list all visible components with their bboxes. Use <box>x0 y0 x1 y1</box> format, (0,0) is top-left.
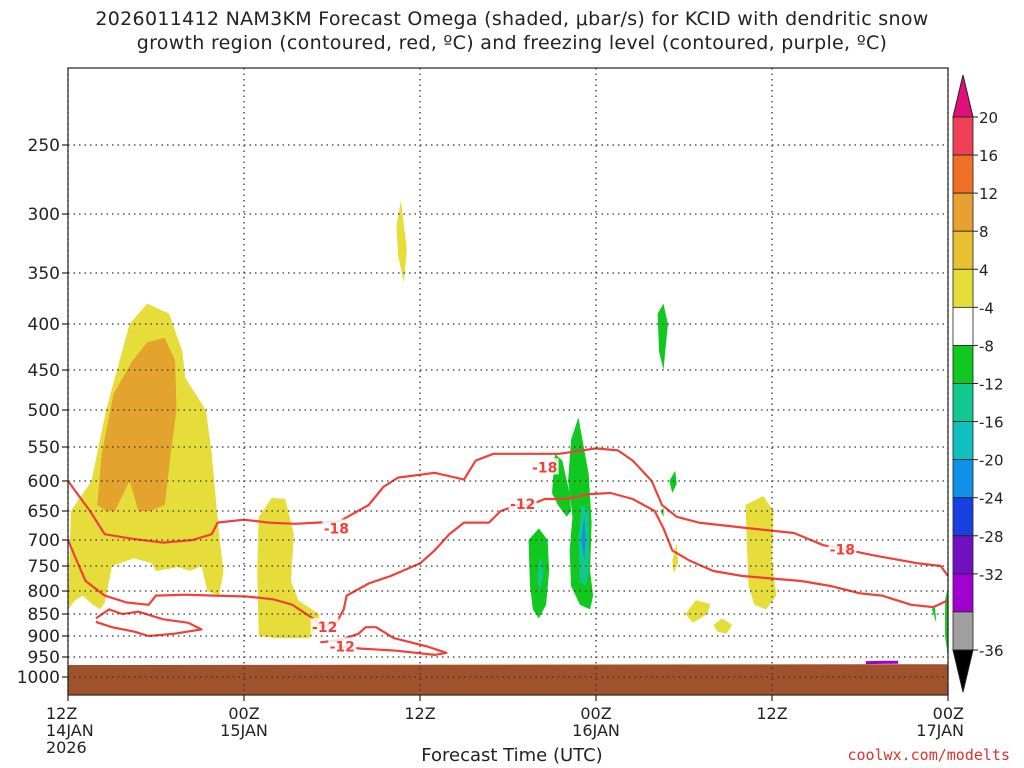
colorbar-label-7: -12 <box>979 376 1004 394</box>
contour-label-bg-3 <box>828 540 857 557</box>
contour-label-bg-0 <box>322 519 351 536</box>
dgz-contour-minus-18-upper <box>67 447 949 577</box>
x-tick-label-60-1: 00Z <box>933 704 964 723</box>
x-tick-label-12-1: 00Z <box>228 704 259 723</box>
x-axis-title: Forecast Time (UTC) <box>421 745 603 766</box>
y-tick-label-600: 600 <box>28 472 60 492</box>
colorbar-segment-1 <box>952 154 974 194</box>
omega-positive-plume-3 <box>745 496 777 610</box>
y-tick-label-750: 750 <box>28 557 60 577</box>
colorbar-segment-9 <box>952 459 974 499</box>
contour-label-3: -18 <box>830 542 855 558</box>
omega-negative-cell-6 <box>660 508 664 517</box>
dgz-contour-minus-12 <box>66 491 949 629</box>
terrain-below-ground <box>68 664 948 695</box>
contour-label-4: -12 <box>312 620 337 636</box>
y-tick-label-250: 250 <box>28 136 60 156</box>
omega-positive-blob-a <box>685 600 711 623</box>
y-tick-label-1000: 1000 <box>17 668 60 688</box>
colorbar-label-9: -20 <box>979 452 1004 470</box>
omega-negative-cell-5 <box>669 470 677 493</box>
x-tick-label-24-1: 12Z <box>404 704 435 723</box>
chart-title-line-2: growth region (contoured, red, ºC) and f… <box>136 32 888 54</box>
plot-frame <box>67 67 949 696</box>
y-tick-label-500: 500 <box>28 401 60 421</box>
colorbar-label-12: -32 <box>979 566 1004 584</box>
colorbar-label-13: -36 <box>979 642 1004 660</box>
colorbar-segment-10 <box>952 497 974 537</box>
colorbar-segment-3 <box>952 230 974 270</box>
y-tick-label-450: 450 <box>28 361 60 381</box>
y-tick-label-850: 850 <box>28 605 60 625</box>
colorbar-segment-12 <box>952 573 974 613</box>
contour-label-2: -12 <box>510 497 535 513</box>
y-tick-label-550: 550 <box>28 438 60 458</box>
colorbar-segment-0 <box>952 116 974 156</box>
y-tick-label-300: 300 <box>28 205 60 225</box>
x-tick-label-0-3: 2026 <box>46 738 87 757</box>
chart-title-line-1: 2026011412 NAM3KM Forecast Omega (shaded… <box>95 8 929 30</box>
x-tick-label-48-1: 12Z <box>756 704 787 723</box>
colorbar-label-11: -28 <box>979 528 1004 546</box>
omega-negative-cell-4 <box>657 303 668 370</box>
colorbar-label-3: 8 <box>979 223 989 241</box>
colorbar-bottom-arrow <box>952 649 974 693</box>
colorbar-label-10: -24 <box>979 490 1004 508</box>
colorbar-segment-11 <box>952 535 974 575</box>
y-tick-label-800: 800 <box>28 582 60 602</box>
contour-label-5: -12 <box>330 640 355 656</box>
omega-positive-plume-2 <box>257 497 321 639</box>
x-tick-label-0-1: 12Z <box>46 704 77 723</box>
x-tick-label-60-2: 17JAN <box>916 721 964 740</box>
y-tick-label-650: 650 <box>28 502 60 522</box>
contour-label-bg-4 <box>310 618 339 635</box>
colorbar-segment-7 <box>952 383 974 422</box>
y-tick-label-400: 400 <box>28 315 60 335</box>
contour-label-bg-5 <box>328 637 357 654</box>
y-tick-label-950: 950 <box>28 648 60 668</box>
y-tick-label-900: 900 <box>28 627 60 647</box>
colorbar-segment-6 <box>952 345 974 384</box>
colorbar-top-arrow <box>952 74 974 118</box>
colorbar-label-6: -8 <box>979 337 994 355</box>
omega-strong-positive-core-1 <box>97 337 177 511</box>
dgz-contour-closed-2 <box>320 626 448 656</box>
colorbar-label-0: 20 <box>979 109 998 127</box>
colorbar-segment-2 <box>952 192 974 232</box>
omega-positive-blob-c <box>672 542 679 574</box>
colorbar-label-1: 16 <box>979 147 998 165</box>
contour-label-bg-1 <box>530 458 559 475</box>
omega-negative-cell-8 <box>945 586 948 657</box>
contour-label-1: -18 <box>532 460 557 476</box>
colorbar-segment-8 <box>952 421 974 461</box>
contour-label-0: -18 <box>324 521 349 537</box>
dgz-contour-closed-1 <box>95 608 203 638</box>
colorbar-label-4: 4 <box>979 261 989 279</box>
colorbar-label-5: -4 <box>979 299 994 317</box>
omega-negative-core-3b <box>581 516 586 561</box>
omega-positive-sliver-upper <box>396 200 407 284</box>
colorbar-segment-4 <box>952 268 974 308</box>
x-tick-label-36-2: 16JAN <box>572 721 620 740</box>
contour-label-bg-2 <box>508 494 537 511</box>
colorbar-segment-5 <box>952 306 974 346</box>
colorbar-label-8: -16 <box>979 414 1004 432</box>
x-tick-label-0-2: 14JAN <box>46 721 94 740</box>
colorbar-label-2: 12 <box>979 185 998 203</box>
omega-positive-blob-b <box>713 618 733 634</box>
omega-negative-cell-7 <box>931 604 937 623</box>
x-tick-label-36-1: 00Z <box>580 704 611 723</box>
colorbar-segment-13 <box>952 611 974 651</box>
x-tick-label-12-2: 15JAN <box>220 721 268 740</box>
source-credit: coolwx.com/modelts <box>847 746 1010 764</box>
y-tick-label-700: 700 <box>28 531 60 551</box>
y-tick-label-350: 350 <box>28 264 60 284</box>
omega-negative-core-1 <box>537 555 544 591</box>
